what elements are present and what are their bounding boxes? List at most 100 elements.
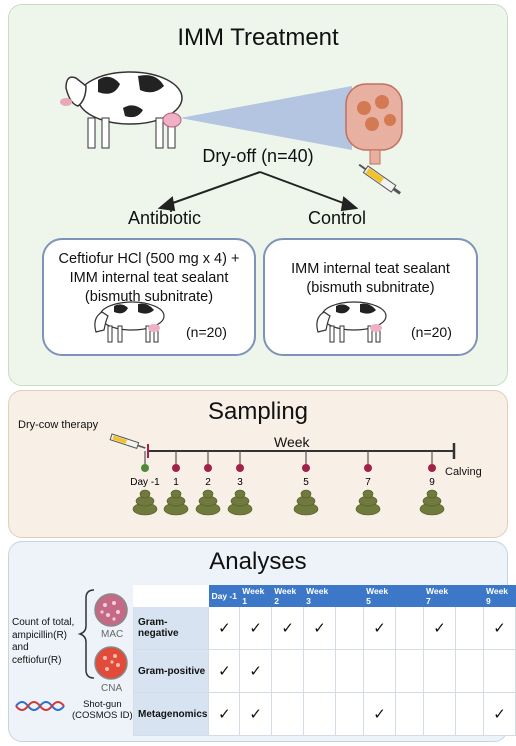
grazing-cow-icon	[94, 301, 165, 343]
column-header: Week 9	[482, 585, 516, 607]
table-cell	[303, 649, 337, 693]
column-header: Day -1	[208, 585, 241, 607]
timepoint-label: 2	[205, 477, 211, 488]
dna-icon	[15, 701, 65, 711]
column-header: Week 3	[303, 585, 337, 607]
timepoint-label: 7	[365, 477, 371, 488]
antibiotic-heading: Antibiotic	[128, 208, 202, 228]
timepoint-dot	[172, 464, 180, 472]
dry-cow-therapy-label: Dry-cow therapy	[18, 419, 99, 431]
timepoint-dot	[141, 464, 149, 472]
table-cell	[395, 606, 425, 650]
table-cell: ✓	[271, 606, 305, 650]
table-cell: ✓	[363, 692, 397, 736]
table-corner	[132, 585, 210, 607]
feces-sample-icon	[419, 489, 445, 516]
count-label-line: ceftiofur(R)	[12, 654, 62, 666]
row-label: Gram-negative	[132, 606, 210, 650]
table-cell	[423, 692, 456, 736]
column-header: Week 2	[271, 585, 305, 607]
count-label-line: ampicillin(R)	[12, 629, 68, 641]
table-cell	[271, 692, 305, 736]
control-n: (n=20)	[411, 324, 452, 340]
table-header-row: Day -1 Week 1 Week 2 Week 3 Week 5 Week …	[132, 585, 516, 607]
antibiotic-line2: IMM internal teat sealant	[69, 270, 229, 286]
table-row: Gram-positive ✓ ✓	[132, 649, 516, 693]
analyses-title: Analyses	[209, 548, 307, 575]
table-cell	[423, 649, 456, 693]
table-cell: ✓	[239, 692, 273, 736]
treatment-title: IMM Treatment	[177, 24, 339, 51]
table-cell	[303, 692, 337, 736]
branch-arrows	[157, 171, 359, 212]
table-cell	[335, 606, 365, 650]
table-cell	[363, 649, 397, 693]
row-label: Metagenomics	[132, 692, 210, 736]
table-cell	[454, 649, 484, 693]
column-header	[395, 585, 425, 607]
table-cell	[395, 692, 425, 736]
bracket-icon	[77, 589, 95, 679]
count-label-line: and	[12, 642, 29, 653]
table-row: Metagenomics ✓ ✓ ✓ ✓	[132, 692, 516, 736]
column-header: Week 5	[363, 585, 397, 607]
shotgun-label-line: (COSMOS ID)	[72, 710, 133, 721]
row-label: Gram-positive	[132, 649, 210, 693]
table-cell: ✓	[239, 649, 273, 693]
feces-sample-icon	[195, 489, 221, 516]
count-label: Count of total, ampicillin(R) and ceftio…	[12, 617, 74, 667]
column-header	[454, 585, 484, 607]
table-cell: ✓	[482, 692, 516, 736]
mac-label: MAC	[101, 629, 124, 640]
feces-sample-icon	[293, 489, 319, 516]
timepoint-dot	[364, 464, 372, 472]
timepoint-label: 9	[429, 477, 435, 488]
calving-label: Calving	[445, 466, 482, 478]
table-cell: ✓	[423, 606, 456, 650]
antibiotic-line3: (bismuth subnitrate)	[84, 289, 214, 305]
timepoint-dot	[428, 464, 436, 472]
feces-sample-icon	[227, 489, 253, 516]
table-cell: ✓	[208, 606, 241, 650]
dryoff-label: Dry-off (n=40)	[202, 146, 314, 166]
column-header	[335, 585, 365, 607]
column-header: Week 7	[423, 585, 456, 607]
table-cell	[271, 649, 305, 693]
table-cell: ✓	[303, 606, 337, 650]
timepoint-label: 5	[303, 477, 309, 488]
syringe-icon	[358, 163, 401, 195]
table-cell: ✓	[208, 692, 241, 736]
zoom-cone	[180, 86, 352, 150]
shotgun-label: Shot-gun (COSMOS ID)	[72, 699, 133, 721]
table-cell	[482, 649, 516, 693]
feces-sample-icon	[355, 489, 381, 516]
table-cell	[454, 692, 484, 736]
cna-label: CNA	[101, 683, 123, 694]
control-line1: IMM internal teat sealant	[291, 261, 450, 277]
control-line2: (bismuth subnitrate)	[306, 280, 435, 296]
therapy-syringe-icon	[109, 433, 146, 449]
antibiotic-n: (n=20)	[186, 324, 227, 340]
table-cell	[335, 649, 365, 693]
table-cell: ✓	[482, 606, 516, 650]
timepoint-dot	[204, 464, 212, 472]
table-cell	[335, 692, 365, 736]
grazing-cow-icon	[316, 301, 387, 343]
table-cell: ✓	[239, 606, 273, 650]
timepoint-label: 1	[173, 477, 179, 488]
control-heading: Control	[308, 208, 367, 228]
udder-section-icon	[345, 83, 403, 165]
analyses-table: Day -1 Week 1 Week 2 Week 3 Week 5 Week …	[132, 585, 516, 736]
table-row: Gram-negative ✓ ✓ ✓ ✓ ✓ ✓ ✓	[132, 606, 516, 650]
timepoint-label: Day -1	[130, 477, 160, 488]
table-cell	[454, 606, 484, 650]
feces-sample-icon	[132, 489, 158, 516]
week-axis-label: Week	[274, 434, 310, 450]
count-label-line: Count of total,	[12, 617, 75, 628]
mac-plate-icon	[94, 593, 128, 627]
antibiotic-line1: Ceftiofur HCl (500 mg x 4) +	[58, 251, 240, 267]
